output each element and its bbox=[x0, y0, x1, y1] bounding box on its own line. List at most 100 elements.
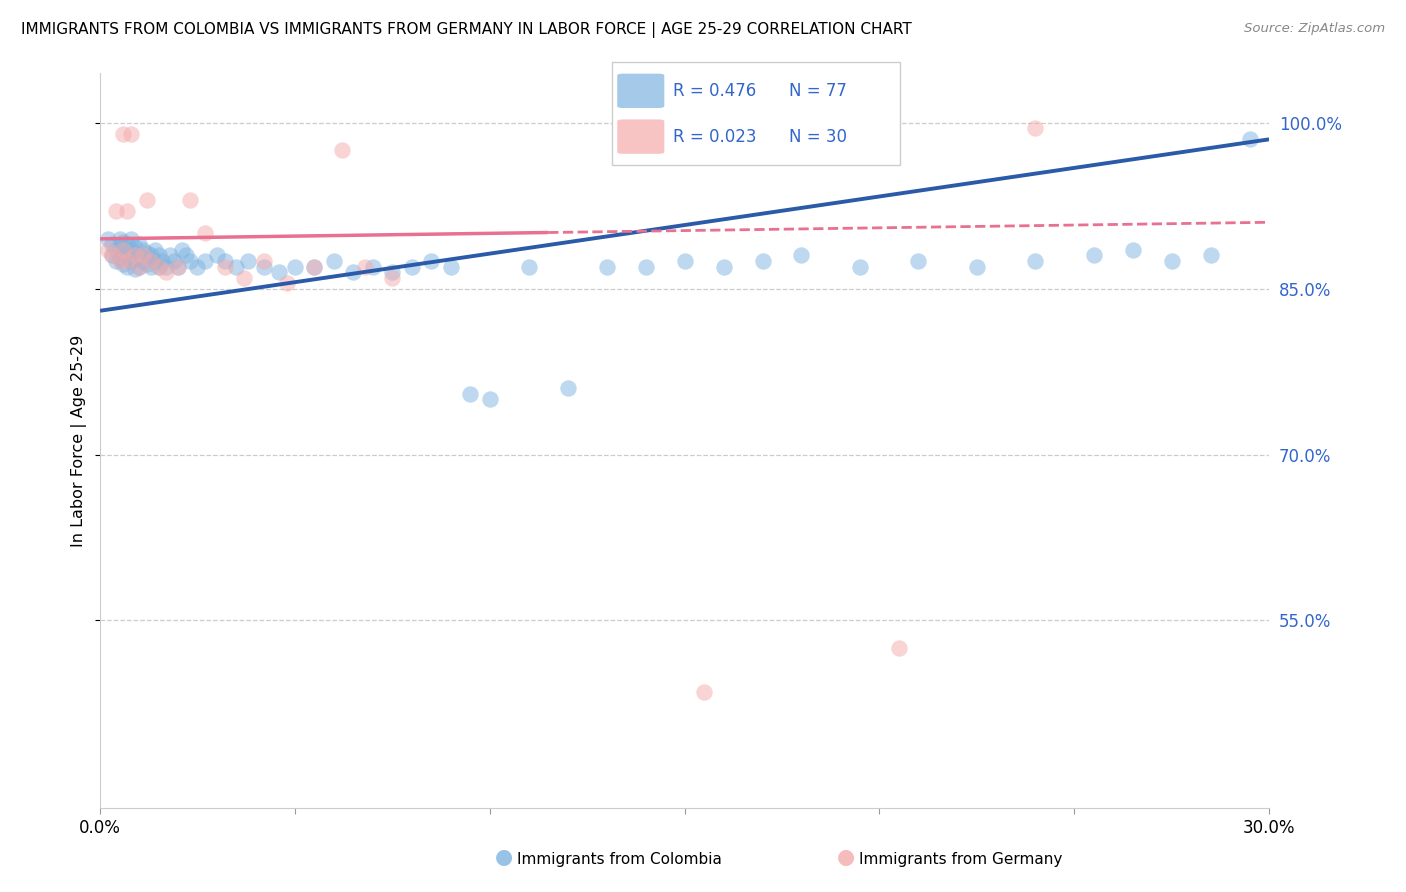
Point bbox=[132, 254, 155, 268]
Point bbox=[557, 381, 579, 395]
Text: N = 77: N = 77 bbox=[789, 82, 846, 100]
Point bbox=[108, 239, 131, 253]
Point bbox=[112, 127, 135, 141]
Point bbox=[179, 193, 201, 207]
Point bbox=[139, 248, 162, 262]
Point bbox=[128, 237, 150, 252]
Point bbox=[124, 239, 146, 253]
Point bbox=[381, 270, 404, 285]
Point bbox=[132, 248, 155, 262]
Point bbox=[1122, 243, 1144, 257]
Point bbox=[673, 254, 696, 268]
Point bbox=[139, 254, 162, 268]
Text: Immigrants from Colombia: Immigrants from Colombia bbox=[517, 852, 723, 867]
FancyBboxPatch shape bbox=[617, 74, 664, 108]
Point bbox=[401, 260, 423, 274]
Point bbox=[478, 392, 501, 407]
Point bbox=[966, 260, 988, 274]
Point bbox=[849, 260, 872, 274]
Point bbox=[108, 251, 131, 265]
Point bbox=[97, 232, 120, 246]
Point bbox=[304, 260, 326, 274]
Point bbox=[713, 260, 735, 274]
Point bbox=[194, 254, 217, 268]
Point bbox=[124, 251, 146, 265]
Point bbox=[304, 260, 326, 274]
Point bbox=[97, 243, 120, 257]
Point bbox=[117, 237, 139, 252]
Point bbox=[135, 257, 157, 271]
Point bbox=[236, 254, 259, 268]
Point bbox=[135, 193, 157, 207]
Point bbox=[790, 248, 813, 262]
Point bbox=[148, 248, 170, 262]
Point bbox=[751, 254, 773, 268]
Point bbox=[112, 257, 135, 271]
Point bbox=[420, 254, 443, 268]
Point bbox=[276, 276, 298, 290]
Text: Immigrants from Germany: Immigrants from Germany bbox=[859, 852, 1063, 867]
Point bbox=[225, 260, 247, 274]
Point bbox=[205, 248, 228, 262]
Point bbox=[284, 260, 307, 274]
Point bbox=[1083, 248, 1105, 262]
Point bbox=[155, 260, 177, 274]
Point bbox=[104, 204, 127, 219]
Text: R = 0.476: R = 0.476 bbox=[672, 82, 756, 100]
Point bbox=[100, 237, 122, 252]
Point bbox=[108, 254, 131, 268]
Point bbox=[120, 254, 142, 268]
Point bbox=[128, 248, 150, 262]
Point bbox=[120, 127, 142, 141]
Point bbox=[100, 248, 122, 262]
Point bbox=[112, 246, 135, 260]
Point bbox=[163, 254, 186, 268]
Point bbox=[361, 260, 384, 274]
Point bbox=[233, 270, 256, 285]
Point bbox=[112, 243, 135, 257]
Point bbox=[179, 254, 201, 268]
Point bbox=[132, 243, 155, 257]
Point bbox=[117, 248, 139, 262]
Point bbox=[342, 265, 364, 279]
Point bbox=[104, 243, 127, 257]
Text: IMMIGRANTS FROM COLOMBIA VS IMMIGRANTS FROM GERMANY IN LABOR FORCE | AGE 25-29 C: IMMIGRANTS FROM COLOMBIA VS IMMIGRANTS F… bbox=[21, 22, 912, 38]
Point bbox=[214, 260, 236, 274]
Point bbox=[634, 260, 657, 274]
Point bbox=[148, 260, 170, 274]
Point bbox=[128, 260, 150, 274]
Text: ●: ● bbox=[495, 847, 513, 867]
Point bbox=[152, 254, 174, 268]
Point bbox=[112, 235, 135, 250]
Point bbox=[1199, 248, 1222, 262]
Point bbox=[167, 260, 190, 274]
Text: ●: ● bbox=[837, 847, 855, 867]
Point bbox=[143, 243, 166, 257]
Point bbox=[194, 227, 217, 241]
Point bbox=[124, 261, 146, 276]
Point bbox=[887, 641, 910, 656]
Point bbox=[117, 260, 139, 274]
Point bbox=[159, 248, 181, 262]
Text: N = 30: N = 30 bbox=[789, 128, 846, 145]
Point bbox=[108, 232, 131, 246]
Point bbox=[143, 254, 166, 268]
Point bbox=[167, 260, 190, 274]
Point bbox=[517, 260, 540, 274]
Point bbox=[155, 265, 177, 279]
Point bbox=[269, 265, 291, 279]
Point bbox=[1160, 254, 1182, 268]
Point bbox=[120, 243, 142, 257]
Text: R = 0.023: R = 0.023 bbox=[672, 128, 756, 145]
Y-axis label: In Labor Force | Age 25-29: In Labor Force | Age 25-29 bbox=[72, 334, 87, 547]
Point bbox=[458, 386, 481, 401]
Point bbox=[1024, 121, 1046, 136]
FancyBboxPatch shape bbox=[617, 120, 664, 153]
Point bbox=[148, 260, 170, 274]
Point bbox=[135, 246, 157, 260]
Text: Source: ZipAtlas.com: Source: ZipAtlas.com bbox=[1244, 22, 1385, 36]
Point bbox=[120, 232, 142, 246]
Point bbox=[253, 254, 276, 268]
Point bbox=[104, 254, 127, 268]
Point bbox=[440, 260, 463, 274]
